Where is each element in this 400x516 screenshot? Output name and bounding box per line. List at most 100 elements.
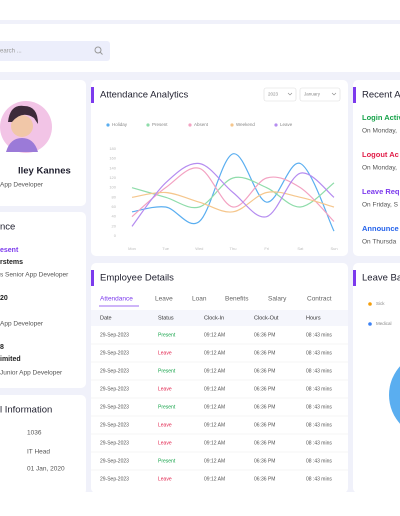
- period: 8: [0, 344, 4, 351]
- cell: 29-Sep-2023: [100, 368, 129, 374]
- year-select[interactable]: [263, 87, 297, 102]
- cell: Present: [158, 332, 176, 338]
- table-header: [91, 310, 348, 326]
- legend-label: Weekend: [236, 122, 255, 127]
- x-tick-label: Thu: [230, 246, 237, 251]
- y-tick-label: 20: [112, 223, 117, 228]
- cell: Leave: [158, 386, 172, 392]
- cell: 08 :43 mins: [306, 386, 332, 392]
- legend-dot: [146, 123, 150, 127]
- chevron: [287, 92, 293, 96]
- cell: 06:36 PM: [254, 368, 275, 374]
- cell: 29-Sep-2023: [100, 386, 129, 392]
- personal-title: l Information: [0, 405, 52, 416]
- cell: 06:36 PM: [254, 458, 275, 464]
- leave-balance-card: [353, 263, 400, 493]
- legend-label: Leave: [280, 122, 293, 127]
- cell: 29-Sep-2023: [100, 440, 129, 446]
- cell: 29-Sep-2023: [100, 476, 129, 482]
- donut: [389, 366, 400, 424]
- recent-card: [353, 80, 400, 256]
- legend-label: Present: [152, 122, 168, 127]
- legend-dot: [368, 302, 372, 306]
- x-tick-label: Wed: [195, 246, 203, 251]
- legend-label: Sick: [376, 301, 385, 306]
- y-tick-label: 80: [112, 194, 117, 199]
- cell: 29-Sep-2023: [100, 350, 129, 356]
- cell: 06:36 PM: [254, 476, 275, 482]
- y-tick-label: 160: [109, 156, 116, 161]
- cell: 09:12 AM: [204, 350, 225, 356]
- activity-time: On Monday,: [362, 128, 397, 135]
- year-select-label: 2023: [268, 92, 279, 97]
- series-line: [131, 162, 335, 227]
- activity-title: Login Activ: [362, 113, 400, 122]
- recent-title: Recent A: [362, 90, 400, 101]
- search-icon: [99, 51, 103, 55]
- leave-balance-title: Leave Ba: [362, 273, 400, 284]
- tab[interactable]: Loan: [192, 296, 207, 303]
- cell: Leave: [158, 476, 172, 482]
- y-tick-label: 140: [109, 165, 116, 170]
- accent-bar: [91, 87, 94, 103]
- series-line: [131, 191, 335, 213]
- y-tick-label: 180: [109, 146, 116, 151]
- column-header: Clock-Out: [254, 315, 279, 321]
- legend-dot: [188, 123, 192, 127]
- search-box[interactable]: [0, 41, 110, 61]
- series-line: [131, 176, 335, 209]
- legend-dot: [274, 123, 278, 127]
- cell: 06:36 PM: [254, 332, 275, 338]
- column-header: Date: [100, 315, 112, 321]
- experience-title: nce: [0, 222, 15, 233]
- cell: Leave: [158, 350, 172, 356]
- cell: Leave: [158, 440, 172, 446]
- column-header: Status: [158, 315, 174, 321]
- cell: Present: [158, 404, 176, 410]
- tab[interactable]: Benefits: [225, 296, 249, 303]
- x-tick-label: Mon: [128, 246, 136, 251]
- tab[interactable]: Attendance: [100, 296, 133, 303]
- tab[interactable]: Leave: [155, 296, 173, 303]
- x-tick-label: Sun: [330, 246, 337, 251]
- cell: 09:12 AM: [204, 422, 225, 428]
- month-select[interactable]: [299, 87, 341, 102]
- cell: 09:12 AM: [204, 332, 225, 338]
- month-select-label: January: [304, 92, 321, 97]
- personal-value: IT Head: [27, 449, 50, 456]
- tab[interactable]: Contract: [307, 296, 332, 303]
- activity-title: Logout Ac: [362, 150, 399, 159]
- cell: 29-Sep-2023: [100, 458, 129, 464]
- cell: 09:12 AM: [204, 386, 225, 392]
- tab[interactable]: Salary: [268, 296, 287, 303]
- legend-dot: [368, 322, 372, 326]
- activity-title: Announce: [362, 224, 399, 233]
- employee-title: Employee Details: [100, 273, 174, 284]
- legend-dot: [230, 123, 234, 127]
- personal-value: 1036: [27, 430, 42, 437]
- personal-card: [0, 395, 86, 495]
- cell: Leave: [158, 422, 172, 428]
- profile-role: App Developer: [0, 182, 44, 189]
- legend-dot: [106, 123, 110, 127]
- cell: 29-Sep-2023: [100, 332, 129, 338]
- cell: 29-Sep-2023: [100, 404, 129, 410]
- experience-card: [0, 212, 86, 388]
- cell: Present: [158, 368, 176, 374]
- cell: 08 :43 mins: [306, 368, 332, 374]
- cell: 29-Sep-2023: [100, 422, 129, 428]
- search-placeholder: earch ...: [0, 49, 22, 55]
- cell: Present: [158, 458, 176, 464]
- activity-title: Leave Req: [362, 187, 400, 196]
- role: s Senior App Developer: [0, 272, 69, 279]
- chevron: [331, 92, 337, 96]
- avatar: [6, 138, 38, 152]
- personal-value: 01 Jan, 2020: [27, 466, 65, 473]
- profile-name: lley Kannes: [18, 166, 71, 177]
- cell: 09:12 AM: [204, 440, 225, 446]
- cell: 08 :43 mins: [306, 404, 332, 410]
- cell: 08 :43 mins: [306, 422, 332, 428]
- legend-label: Medical: [376, 321, 392, 326]
- search-icon[interactable]: [94, 46, 102, 54]
